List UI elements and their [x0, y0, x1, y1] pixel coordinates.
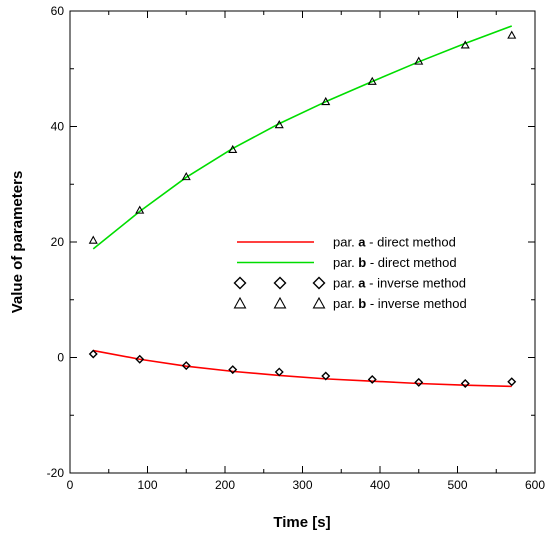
series-2 — [88, 349, 517, 388]
x-tick-label: 300 — [292, 478, 312, 492]
y-tick-label: 40 — [51, 120, 65, 134]
legend-triangle-marker — [233, 296, 247, 309]
legend-diamond-marker — [273, 276, 287, 290]
legend-label: par. b - inverse method — [333, 296, 467, 311]
y-tick-label: 0 — [57, 351, 64, 365]
x-axis-title: Time [s] — [273, 514, 330, 531]
data-point-triangle — [228, 144, 238, 154]
x-tick-label: 0 — [67, 478, 74, 492]
legend-triangle-marker — [273, 296, 287, 309]
data-point-diamond — [135, 354, 145, 364]
y-tick-label: 60 — [51, 4, 65, 18]
series-layer — [88, 25, 517, 388]
data-point-diamond — [507, 377, 517, 387]
data-point-diamond — [321, 371, 331, 381]
data-point-triangle — [274, 120, 284, 129]
legend: par. a - direct method par. b - direct me… — [233, 235, 467, 311]
data-point-triangle — [414, 56, 424, 65]
series-1 — [92, 25, 513, 250]
x-tick-label: 600 — [525, 478, 545, 492]
data-point-diamond — [414, 377, 424, 387]
data-point-triangle — [181, 172, 191, 181]
series-line — [93, 349, 512, 388]
x-tick-label: 100 — [137, 478, 157, 492]
series-3 — [88, 30, 517, 244]
legend-diamond-marker — [312, 276, 326, 290]
data-point-diamond — [88, 349, 98, 359]
legend-item: par. a - inverse method — [233, 276, 466, 291]
legend-item: par. a - direct method — [237, 235, 456, 250]
x-tick-label: 200 — [215, 478, 235, 492]
data-point-triangle — [88, 235, 98, 244]
series-0 — [93, 349, 512, 388]
data-point-diamond — [228, 365, 238, 375]
legend-label: par. a - direct method — [333, 235, 456, 250]
data-point-triangle — [135, 205, 145, 214]
axis-ticks — [69, 10, 536, 474]
data-point-triangle — [507, 30, 517, 39]
y-axis-title: Value of parameters — [9, 171, 26, 314]
legend-label: par. b - direct method — [333, 255, 457, 270]
data-point-diamond — [274, 367, 284, 377]
data-point-diamond — [367, 374, 377, 384]
legend-item: par. b - inverse method — [233, 296, 467, 311]
data-point-triangle — [367, 76, 377, 85]
series-line — [92, 25, 513, 250]
y-tick-label: -20 — [47, 466, 65, 480]
legend-triangle-marker — [312, 296, 326, 309]
y-tick-label: 20 — [51, 235, 65, 249]
x-tick-label: 400 — [370, 478, 390, 492]
data-point-triangle — [460, 40, 470, 49]
legend-diamond-marker — [233, 276, 247, 290]
data-point-triangle — [321, 96, 331, 106]
data-point-diamond — [181, 361, 191, 371]
data-point-diamond — [460, 378, 470, 388]
x-tick-label: 500 — [447, 478, 467, 492]
legend-label: par. a - inverse method — [333, 276, 466, 291]
legend-item: par. b - direct method — [237, 255, 457, 270]
